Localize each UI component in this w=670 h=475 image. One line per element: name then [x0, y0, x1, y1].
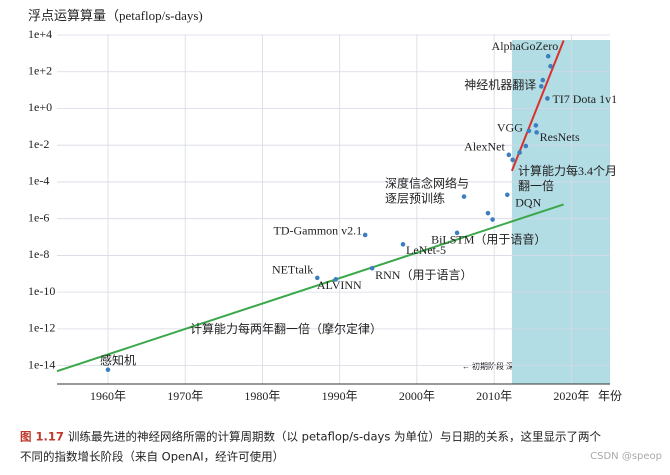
point-label: RNN（用于语言）: [375, 268, 472, 282]
data-point: [534, 130, 539, 135]
caption-number: 图 1.17: [20, 430, 64, 444]
data-point: [504, 192, 510, 198]
watermark: CSDN @speop: [590, 451, 662, 462]
deep-learning-region: [511, 40, 610, 384]
y-tick-label: 1e-10: [28, 284, 55, 298]
y-tick-label: 1e-6: [28, 210, 49, 224]
data-point: [105, 367, 111, 373]
x-axis-label: 年份: [598, 389, 622, 403]
y-tick-label: 1e+2: [28, 63, 52, 77]
point-label: 深度信念网络与: [385, 175, 469, 190]
trend-label: 计算能力每两年翻一倍（摩尔定律）: [190, 321, 382, 336]
x-tick-label: 2010年: [476, 389, 512, 403]
point-label: TI7 Dota 1v1: [552, 92, 617, 106]
data-point: [333, 277, 339, 282]
data-point: [533, 123, 539, 128]
y-tick-label: 1e-2: [28, 137, 49, 151]
point-label: VGG: [497, 121, 523, 135]
data-point: [517, 150, 522, 155]
point-label: BiLSTM（用于语音）: [431, 232, 546, 247]
data-point: [485, 210, 491, 216]
point-label: LeNet-5: [406, 243, 446, 257]
y-tick-label: 1e+4: [28, 27, 52, 41]
data-point: [510, 157, 515, 163]
data-point: [526, 128, 532, 134]
point-label: 逐层预训练: [385, 190, 445, 205]
data-point: [545, 53, 551, 59]
trend-label: 翻一倍: [518, 178, 554, 193]
data-point: [523, 143, 529, 149]
data-point: [314, 275, 320, 281]
caption-line: 训练最先进的神经网络所需的计算周期数（以 petaflop/s-days 为单位…: [68, 430, 601, 444]
data-point: [461, 194, 467, 199]
point-label: ALVINN: [317, 278, 362, 292]
data-point: [400, 242, 406, 247]
caption-line: 不同的指数增长阶段（来自 OpenAI，经许可使用）: [20, 450, 284, 464]
x-tick-label: 2020年: [553, 389, 589, 403]
trend-line: [56, 203, 564, 373]
data-point: [506, 152, 512, 158]
point-label: TD-Gammon v2.1: [274, 224, 363, 238]
point-label: 感知机: [100, 352, 136, 367]
point-label: AlexNet: [464, 140, 505, 154]
data-point: [369, 265, 375, 271]
x-tick-label: 1960年: [90, 389, 126, 403]
point-label: DQN: [515, 196, 541, 210]
chart-title: 浮点运算算量（petaflop/s-days): [28, 8, 203, 23]
x-tick-label: 1980年: [244, 389, 280, 403]
data-point: [538, 84, 544, 89]
y-tick-label: 1e+0: [28, 100, 52, 114]
y-tick-label: 1e-4: [28, 174, 49, 188]
data-point: [362, 232, 368, 238]
x-tick-label: 2000年: [399, 389, 435, 403]
x-tick-label: 1990年: [322, 389, 358, 403]
trend-line: [510, 40, 565, 172]
point-label: AlphaGoZero: [492, 39, 559, 53]
data-point: [454, 230, 460, 236]
point-label: NETtalk: [272, 263, 313, 277]
y-tick-label: 1e-12: [28, 321, 55, 335]
x-tick-label: 1970年: [167, 389, 203, 403]
data-point: [490, 217, 495, 222]
y-tick-label: 1e-8: [28, 247, 49, 261]
data-point: [548, 63, 553, 69]
trend-label: 计算能力每3.4个月: [518, 163, 617, 178]
data-point: [540, 77, 546, 83]
y-tick-label: 1e-14: [28, 357, 55, 371]
data-point: [545, 96, 550, 101]
point-label: ResNets: [540, 130, 580, 144]
point-label: 神经机器翻译: [464, 78, 536, 92]
